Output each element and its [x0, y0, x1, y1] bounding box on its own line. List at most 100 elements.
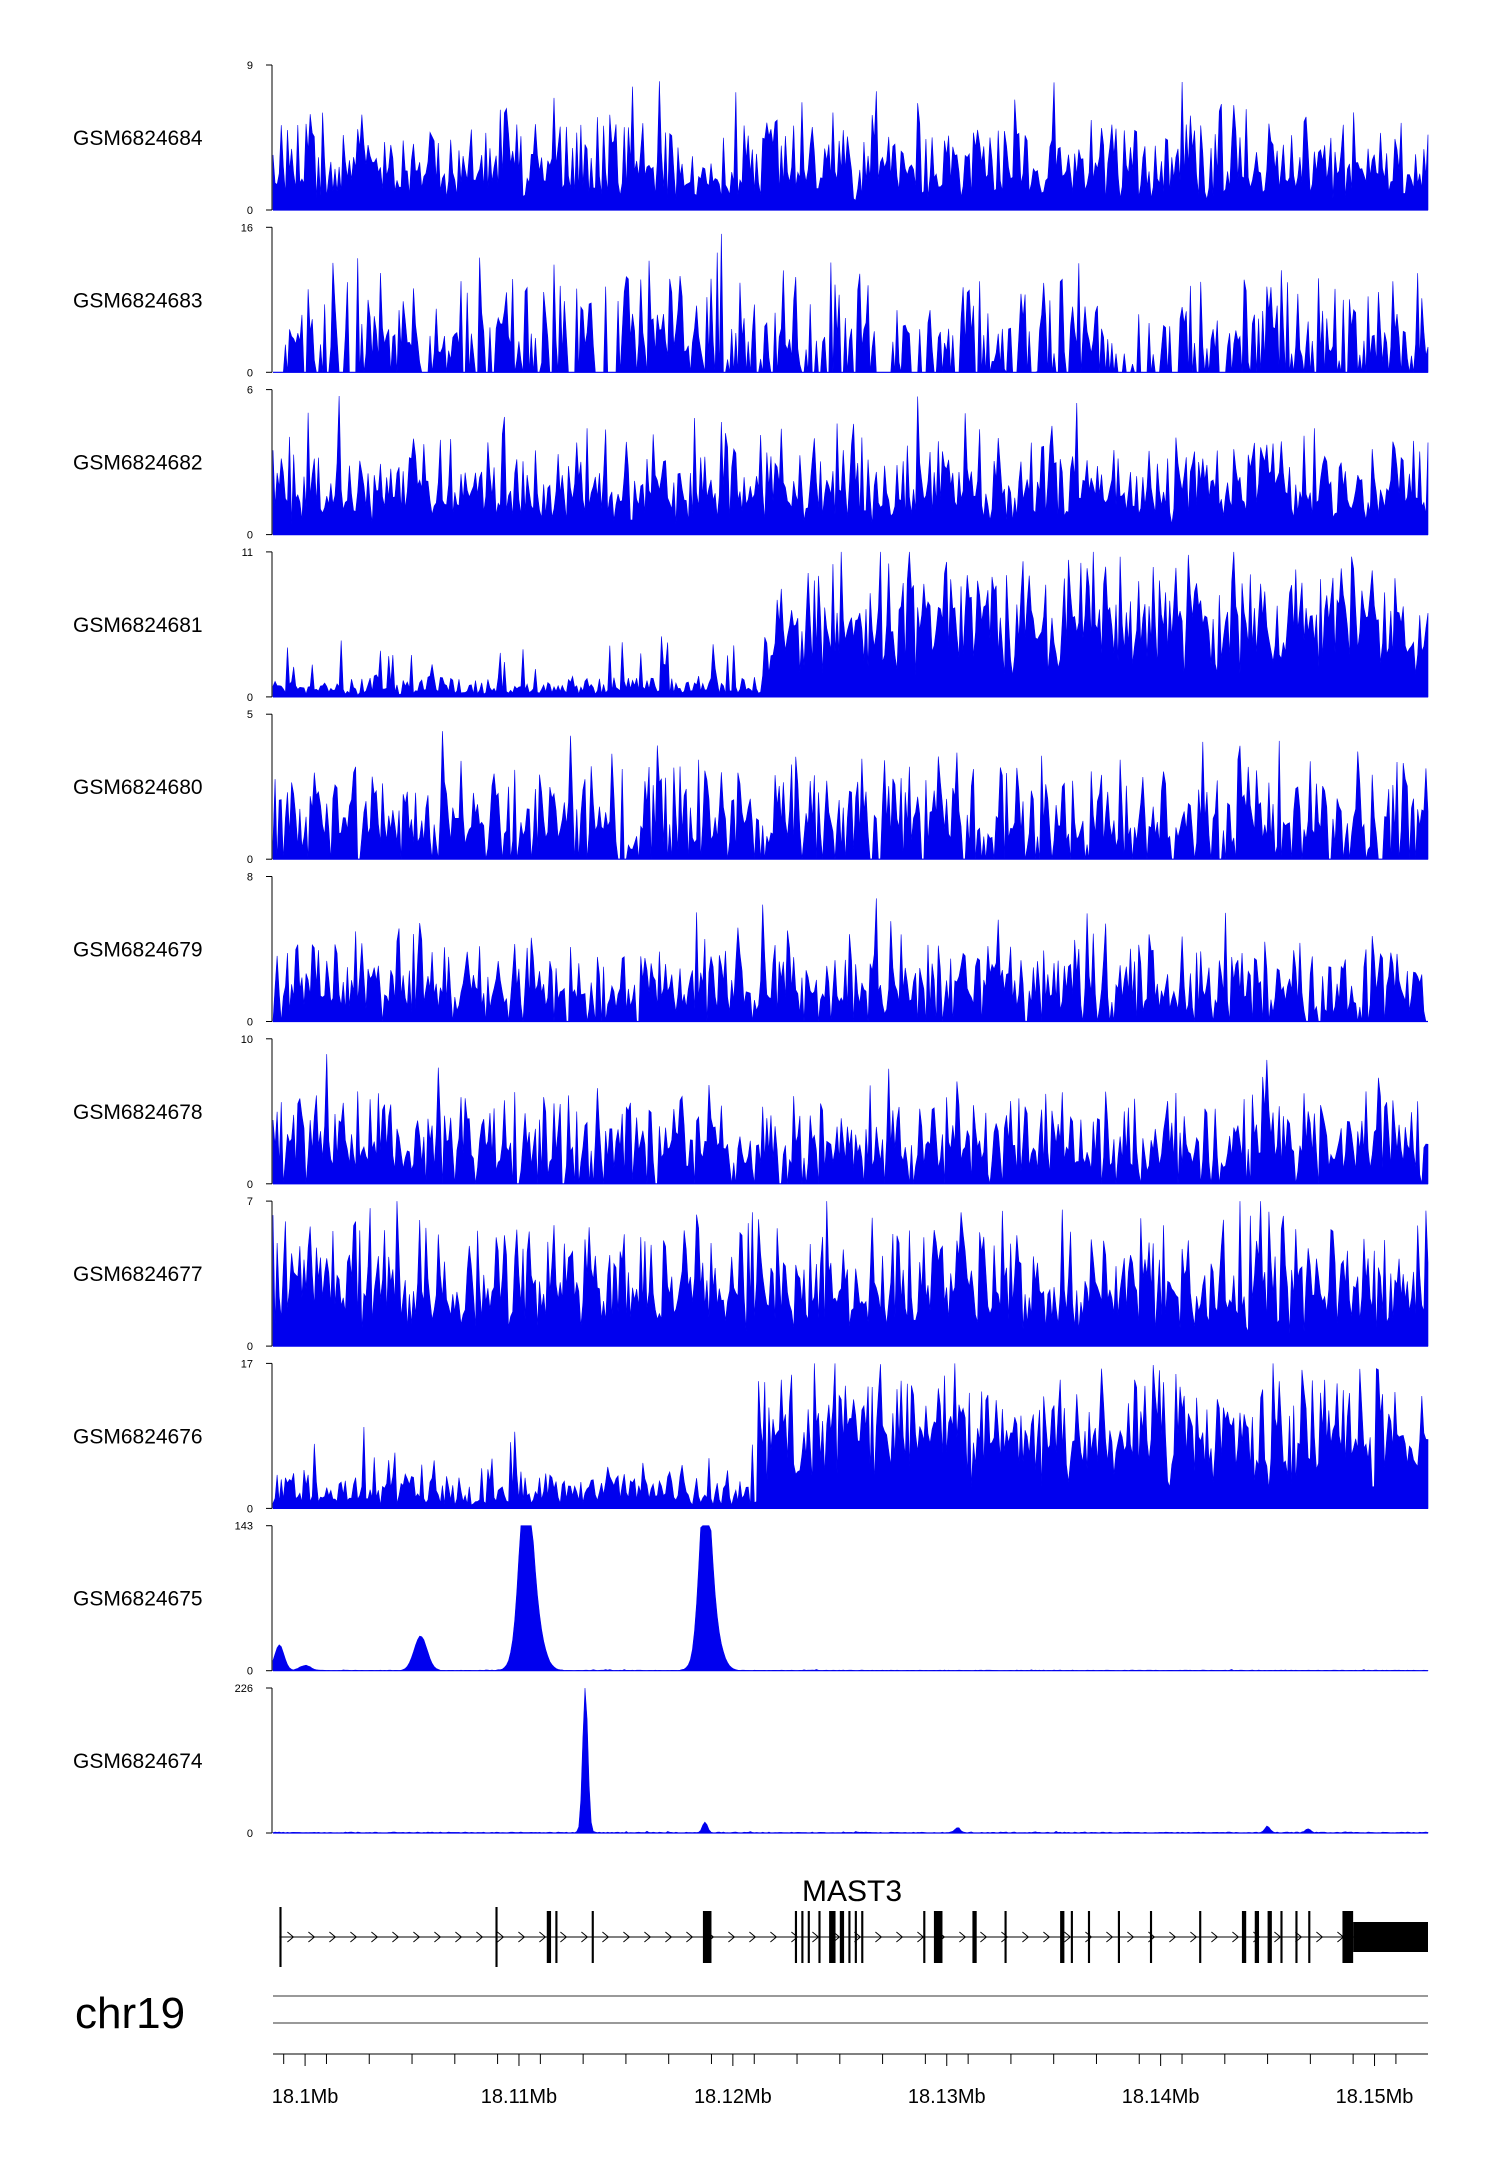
x-axis-tick-label: 18.11Mb [481, 2086, 557, 2108]
track-ymax-label: 11 [242, 547, 253, 559]
strand-arrow [476, 1931, 484, 1943]
coverage-area [272, 81, 1429, 211]
track-GSM6824675: GSM6824675 143 0 [73, 1521, 1429, 1678]
strand-arrow [434, 1931, 442, 1943]
track-label: GSM6824676 [73, 1425, 203, 1448]
strand-arrow [518, 1931, 526, 1943]
strand-arrow [1064, 1931, 1072, 1943]
coverage-area [272, 731, 1429, 860]
exon [591, 1911, 594, 1963]
exon [818, 1911, 821, 1963]
x-axis-tick-label: 18.15Mb [1336, 2086, 1414, 2108]
exon [854, 1911, 857, 1963]
strand-arrow [1127, 1931, 1135, 1943]
exon [1149, 1911, 1153, 1963]
coverage-area [273, 233, 1429, 374]
track-ymax-label: 17 [241, 1358, 253, 1370]
strand-arrow [1085, 1931, 1093, 1943]
strand-arrow [686, 1931, 694, 1943]
track-ymax-label: 9 [247, 60, 253, 72]
strand-arrow [1106, 1931, 1114, 1943]
track-GSM6824683: GSM6824683 16 0 [73, 222, 1429, 379]
track-label: GSM6824680 [73, 776, 203, 799]
track-ymax-label: 16 [241, 222, 253, 234]
track-GSM6824684: GSM6824684 9 0 [73, 60, 1429, 217]
track-ymin-label: 0 [247, 1179, 253, 1191]
track-ymax-label: 143 [235, 1521, 253, 1533]
track-label: GSM6824683 [73, 289, 203, 312]
strand-arrow [308, 1931, 316, 1943]
strand-arrow [1169, 1931, 1177, 1943]
track-GSM6824681: GSM6824681 11 0 [73, 547, 1429, 704]
strand-arrow [980, 1931, 988, 1943]
exon [829, 1911, 836, 1963]
strand-arrow [581, 1931, 589, 1943]
track-label: GSM6824681 [73, 614, 203, 637]
track-ymin-label: 0 [247, 1341, 253, 1353]
strand-arrow [413, 1931, 421, 1943]
strand-arrow [791, 1931, 799, 1943]
coverage-area [272, 1054, 1429, 1185]
x-axis-tick-label: 18.14Mb [1122, 2086, 1200, 2108]
coverage-area [272, 1687, 1429, 1834]
exon [1241, 1911, 1247, 1963]
strand-arrow [371, 1931, 379, 1943]
strand-arrow [1211, 1931, 1219, 1943]
exon [1267, 1911, 1272, 1963]
track-label: GSM6824675 [73, 1588, 203, 1611]
coverage-area [272, 396, 1429, 535]
strand-arrow [1190, 1931, 1198, 1943]
coverage-area [272, 1363, 1429, 1509]
strand-arrow [896, 1931, 904, 1943]
exon [1295, 1911, 1298, 1963]
track-ymin-label: 0 [247, 205, 253, 217]
x-axis-tick-label: 18.1Mb [272, 2086, 339, 2108]
track-ymin-label: 0 [247, 530, 253, 542]
track-ymax-label: 10 [241, 1034, 253, 1046]
exon [839, 1911, 845, 1963]
strand-arrow [329, 1931, 337, 1943]
strand-arrow [665, 1931, 673, 1943]
strand-arrow [497, 1931, 505, 1943]
exon [1117, 1911, 1120, 1963]
track-GSM6824677: GSM6824677 7 0 [73, 1196, 1429, 1353]
exon [1199, 1911, 1202, 1963]
track-ymax-label: 226 [235, 1683, 253, 1695]
x-axis-tick-label: 18.13Mb [908, 2086, 986, 2108]
exon [807, 1911, 810, 1963]
track-ymin-label: 0 [247, 692, 253, 704]
track-GSM6824676: GSM6824676 17 0 [73, 1358, 1429, 1515]
exon [801, 1911, 804, 1963]
strand-arrow [644, 1931, 652, 1943]
coverage-area [272, 1525, 1429, 1672]
strand-arrow [1232, 1931, 1240, 1943]
exon [972, 1911, 977, 1963]
strand-arrow [875, 1931, 883, 1943]
exon [1280, 1911, 1283, 1963]
track-ymin-label: 0 [247, 367, 253, 379]
track-label: GSM6824678 [73, 1101, 203, 1124]
strand-arrow [1001, 1931, 1009, 1943]
chromosome-track: chr19 [75, 1989, 1428, 2038]
exon [1070, 1911, 1073, 1963]
exon [1254, 1911, 1260, 1963]
track-GSM6824674: GSM6824674 226 0 [73, 1683, 1429, 1840]
track-ymax-label: 6 [247, 385, 253, 397]
x-axis-tick-label: 18.12Mb [694, 2086, 772, 2108]
coverage-area [272, 551, 1429, 698]
gene-label-mast3: MAST3 [802, 1875, 902, 1908]
strand-arrow [455, 1931, 463, 1943]
strand-arrow [602, 1931, 610, 1943]
chromosome-label: chr19 [75, 1989, 185, 2038]
exon [1087, 1911, 1091, 1963]
track-ymax-label: 8 [247, 872, 253, 884]
coverage-area [272, 898, 1428, 1022]
strand-arrow [1022, 1931, 1030, 1943]
track-ymin-label: 0 [247, 1828, 253, 1840]
track-GSM6824679: GSM6824679 8 0 [73, 872, 1428, 1029]
utr-block [1353, 1922, 1428, 1952]
coverage-area [272, 1201, 1429, 1347]
strand-arrow [959, 1931, 967, 1943]
strand-arrow [350, 1931, 358, 1943]
track-GSM6824678: GSM6824678 10 0 [73, 1034, 1429, 1191]
